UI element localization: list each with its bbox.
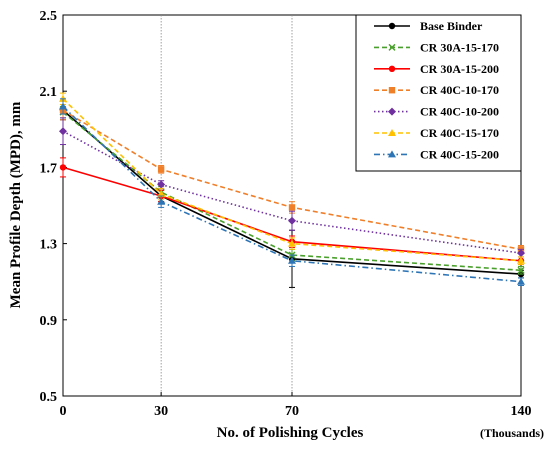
legend: Base Binder CR 30A-15-170 CR 30A-15-200 CR … <box>355 14 522 172</box>
series-line <box>62 166 522 262</box>
legend-entry: CR 40C-15-200 <box>374 147 499 161</box>
legend-label: CR 40C-15-200 <box>420 147 499 161</box>
series-layer <box>59 92 525 288</box>
legend-marker <box>388 87 396 94</box>
y-tick-label: 1.3 <box>40 238 58 253</box>
data-point <box>157 190 166 198</box>
legend-label: CR 40C-10-200 <box>420 105 499 119</box>
x-unit-note: (Thousands) <box>480 426 544 440</box>
y-tick-label: 2.5 <box>40 9 58 24</box>
data-point <box>517 256 525 264</box>
y-tick-label: 0.9 <box>40 314 58 329</box>
series-6 <box>59 98 525 287</box>
data-point <box>59 102 67 110</box>
data-point <box>517 249 525 258</box>
data-point <box>288 239 296 247</box>
data-point <box>157 166 165 173</box>
y-tick-label: 1.7 <box>40 161 58 176</box>
series-line <box>62 98 522 262</box>
x-tick-label: 140 <box>511 404 532 419</box>
data-point <box>59 127 67 136</box>
legend-label: CR 40C-15-170 <box>420 126 499 140</box>
legend-entry: CR 30A-15-200 <box>374 62 499 76</box>
legend-entry: Base Binder <box>374 19 483 33</box>
data-point <box>288 256 296 264</box>
data-point <box>59 164 67 171</box>
series-line <box>62 109 522 251</box>
x-tick-label: 70 <box>285 404 299 419</box>
series-line <box>62 105 522 283</box>
legend-marker <box>388 107 396 116</box>
legend-marker <box>388 129 396 136</box>
y-ticks: 0.5 0.9 1.3 1.7 2.1 2.5 <box>40 9 67 405</box>
x-tick-label: 0 <box>60 404 67 419</box>
x-ticks: 0 30 70 140 <box>60 392 532 419</box>
x-tick-label: 30 <box>154 404 168 419</box>
legend-label: CR 30A-15-200 <box>420 62 499 76</box>
series-5 <box>59 92 525 266</box>
data-point <box>157 197 166 205</box>
data-point <box>288 216 296 225</box>
legend-marker <box>388 22 396 30</box>
legend-entry: CR 40C-15-170 <box>374 126 499 140</box>
x-axis-title: No. of Polishing Cycles <box>217 425 364 441</box>
legend-entry: CR 40C-10-170 <box>374 83 499 97</box>
data-point <box>157 180 166 189</box>
legend-entry: CR 30A-15-170 <box>374 40 499 54</box>
series-4 <box>59 117 525 258</box>
data-point <box>288 204 296 211</box>
legend-label: Base Binder <box>420 19 483 33</box>
legend-marker <box>388 65 396 73</box>
data-point <box>517 266 525 274</box>
legend-label: CR 40C-10-170 <box>420 83 499 97</box>
data-point <box>517 277 525 285</box>
legend-marker <box>388 150 396 158</box>
legend-marker <box>388 43 396 51</box>
legend-label: CR 30A-15-170 <box>420 40 499 54</box>
legend-entry: CR 40C-10-200 <box>374 105 499 119</box>
series-line <box>62 111 522 272</box>
y-tick-label: 2.1 <box>40 85 58 100</box>
y-tick-label: 0.5 <box>40 390 58 405</box>
y-axis-title: Mean Profile Depth (MPD), mm <box>8 101 24 308</box>
legend-box <box>355 14 522 172</box>
